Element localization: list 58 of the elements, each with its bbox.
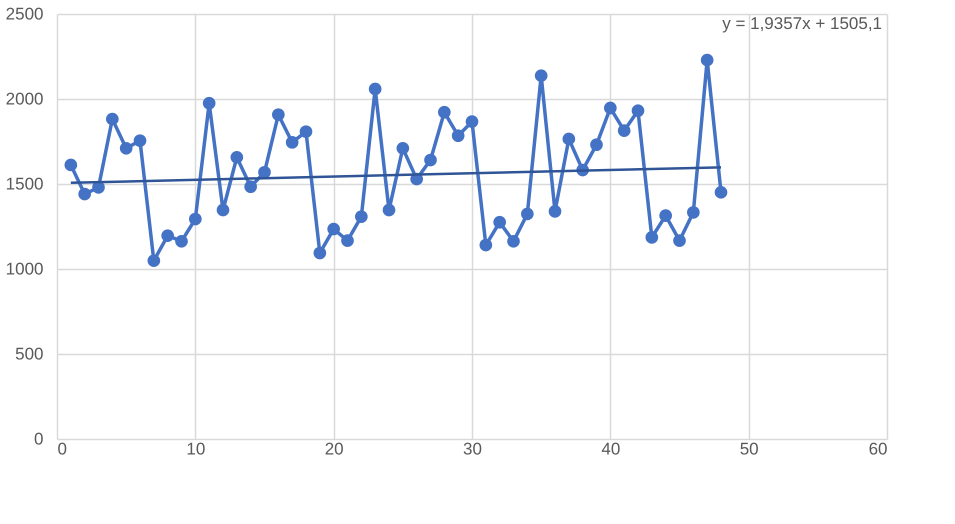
point: [161, 229, 174, 242]
point: [714, 186, 728, 199]
point: [134, 134, 146, 147]
point: [687, 206, 700, 219]
point: [396, 142, 410, 155]
x-tick-label: 40: [601, 440, 620, 458]
point: [424, 154, 437, 166]
point: [548, 205, 562, 218]
point: [590, 138, 603, 152]
point: [286, 136, 298, 149]
point: [534, 69, 548, 82]
y-tick-label: 1000: [6, 260, 44, 278]
point: [562, 132, 576, 146]
point: [355, 210, 368, 223]
point: [202, 96, 216, 110]
y-tick-label: 2000: [6, 90, 44, 108]
point: [452, 129, 464, 142]
x-tick-label: 20: [324, 440, 344, 458]
point: [175, 234, 188, 248]
x-tick-label: 0: [58, 440, 67, 458]
point: [230, 150, 244, 164]
point: [314, 246, 326, 260]
point: [189, 212, 202, 226]
point: [300, 125, 312, 138]
point: [327, 222, 340, 236]
x-tick-label: 10: [186, 440, 206, 458]
point: [466, 115, 478, 128]
point: [258, 166, 271, 179]
point: [438, 106, 451, 119]
point: [480, 238, 492, 252]
point: [700, 54, 714, 66]
annotation: y = 1,9357x + 1505,1: [722, 14, 882, 33]
point: [341, 234, 354, 247]
point: [272, 108, 285, 121]
point: [632, 104, 644, 118]
point: [659, 209, 672, 222]
point: [106, 112, 119, 126]
point: [78, 188, 91, 200]
x-tick-label: 30: [463, 440, 482, 458]
point: [148, 254, 160, 267]
point: [618, 124, 630, 137]
point: [493, 216, 506, 229]
point: [521, 208, 534, 220]
point: [64, 158, 78, 172]
y-tick-label: 2500: [6, 4, 44, 24]
y-tick-label: 500: [15, 344, 44, 364]
point: [368, 82, 382, 96]
point: [120, 142, 132, 155]
point: [646, 231, 658, 244]
y-tick-label: 1500: [6, 174, 44, 194]
x-tick-label: 50: [740, 440, 759, 458]
point: [604, 102, 617, 114]
point: [673, 234, 686, 247]
point: [382, 204, 396, 216]
point: [244, 180, 257, 194]
point: [507, 234, 520, 248]
x-tick-label: 60: [868, 440, 888, 458]
point: [216, 204, 230, 216]
